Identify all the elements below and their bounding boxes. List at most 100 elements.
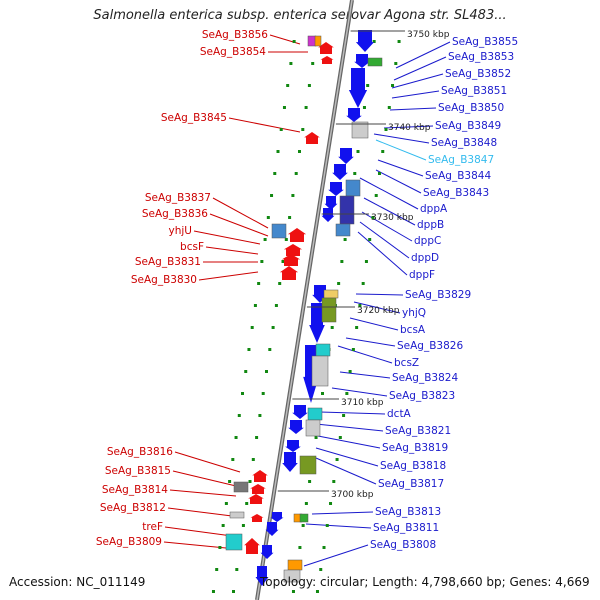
gene-label-right[interactable]: bcsZ <box>394 357 419 369</box>
gene-arrow-forward[interactable] <box>265 522 279 536</box>
gene-label-left[interactable]: bcsF <box>180 241 204 253</box>
tick-label: 3750 kbp <box>407 30 450 40</box>
gene-arrow-forward[interactable] <box>355 30 375 52</box>
gene-arrow-forward[interactable] <box>321 208 335 222</box>
gene-label-left[interactable]: SeAg_B3837 <box>145 192 211 204</box>
gene-arrow-reverse[interactable] <box>244 538 260 554</box>
gene-box-green[interactable] <box>299 513 309 523</box>
gene-arrow-reverse[interactable] <box>281 254 301 266</box>
gene-label-right[interactable]: SeAg_B3819 <box>382 442 448 454</box>
gene-arrow-reverse[interactable] <box>320 56 334 64</box>
gene-label-right[interactable]: SeAg_B3821 <box>385 425 451 437</box>
gene-box-orange[interactable] <box>314 35 322 47</box>
gene-arrow-forward[interactable] <box>324 196 338 210</box>
gene-label-left[interactable]: SeAg_B3815 <box>105 465 171 477</box>
gene-arrow-forward[interactable] <box>332 164 348 180</box>
gene-arrow-reverse[interactable] <box>318 42 334 54</box>
gene-box-grey[interactable] <box>229 511 245 519</box>
organism-title: Salmonella enterica subsp. enterica sero… <box>93 8 507 23</box>
gene-arrow-forward[interactable] <box>292 405 308 419</box>
gene-arrow-reverse[interactable] <box>287 228 307 242</box>
gene-arrow-forward[interactable] <box>282 452 298 472</box>
gene-arrow-forward[interactable] <box>338 148 354 164</box>
gene-arrow-reverse[interactable] <box>279 266 299 280</box>
gene-label-right[interactable]: SeAg_B3826 <box>397 340 463 352</box>
gene-label-right[interactable]: SeAg_B3844 <box>425 170 491 182</box>
gene-arrow-forward[interactable] <box>270 512 284 522</box>
gene-label-right[interactable]: dppB <box>417 219 444 231</box>
gene-label-right[interactable]: SeAg_B3843 <box>423 187 489 199</box>
gene-label-right[interactable]: SeAg_B3829 <box>405 289 471 301</box>
gene-arrow-forward[interactable] <box>260 545 274 559</box>
gene-label-left[interactable]: yhjU <box>169 225 192 237</box>
gene-box-grey[interactable] <box>351 121 369 139</box>
gene-label-left[interactable]: SeAg_B3830 <box>131 274 197 286</box>
gene-arrow-forward[interactable] <box>346 108 362 122</box>
gene-box-steelblue[interactable] <box>335 223 351 237</box>
gene-box-navy[interactable] <box>339 195 355 225</box>
gene-label-right[interactable]: SeAg_B3850 <box>438 102 504 114</box>
gene-label-left[interactable]: treF <box>142 521 163 533</box>
gene-arrow-reverse[interactable] <box>248 494 264 504</box>
gene-box-steelblue[interactable] <box>271 223 287 239</box>
gene-label-right-highlighted[interactable]: SeAg_B3847 <box>428 154 494 166</box>
gene-arrow-reverse[interactable] <box>252 470 268 482</box>
gene-label-left[interactable]: SeAg_B3814 <box>102 484 168 496</box>
gene-arrow-reverse[interactable] <box>250 484 266 494</box>
gene-box-green[interactable] <box>367 57 383 67</box>
gene-label-left[interactable]: SeAg_B3812 <box>100 502 166 514</box>
gene-arrow-forward[interactable] <box>285 440 301 452</box>
gene-arrow-forward[interactable] <box>354 54 370 68</box>
gene-box-yellow[interactable] <box>323 289 339 299</box>
gene-label-right[interactable]: dppA <box>420 203 448 215</box>
gene-label-right[interactable]: SeAg_B3813 <box>375 506 441 518</box>
gene-label-right[interactable]: yhjQ <box>402 307 426 319</box>
gene-label-left[interactable]: SeAg_B3856 <box>202 29 268 41</box>
gene-label-right[interactable]: SeAg_B3848 <box>431 137 497 149</box>
gene-box-darkgrey[interactable] <box>233 481 249 493</box>
gene-box-grey[interactable] <box>283 569 301 583</box>
gene-box-cyan[interactable] <box>315 343 331 357</box>
gene-box-cyan[interactable] <box>307 407 323 421</box>
gene-box-orange[interactable] <box>287 559 303 571</box>
gene-label-left[interactable]: SeAg_B3809 <box>96 536 162 548</box>
gene-box-olive[interactable] <box>321 297 337 323</box>
gene-label-right[interactable]: bcsA <box>400 324 426 336</box>
gene-label-right[interactable]: SeAg_B3823 <box>389 390 455 402</box>
gene-label-right[interactable]: SeAg_B3808 <box>370 539 436 551</box>
gene-label-left[interactable]: SeAg_B3854 <box>200 46 266 58</box>
gene-arrow-reverse[interactable] <box>250 514 264 522</box>
gene-label-left[interactable]: SeAg_B3831 <box>135 256 201 268</box>
gene-label-right[interactable]: dppF <box>409 269 435 281</box>
gene-label-right[interactable]: SeAg_B3811 <box>373 522 439 534</box>
gene-label-right[interactable]: dppD <box>411 252 439 264</box>
gene-box-grey[interactable] <box>305 419 321 437</box>
gene-arrow-reverse[interactable] <box>283 244 303 256</box>
accession-label: Accession: NC_011149 <box>9 575 146 589</box>
gene-arrow-forward[interactable] <box>348 68 368 108</box>
gene-label-right[interactable]: dctA <box>387 408 412 420</box>
gene-arrow-forward[interactable] <box>255 566 269 586</box>
gene-box-grey[interactable] <box>311 355 329 387</box>
gene-label-left[interactable]: SeAg_B3816 <box>107 446 173 458</box>
gene-arrow-forward[interactable] <box>309 303 325 343</box>
gene-arrow-forward[interactable] <box>288 420 304 434</box>
gene-label-left[interactable]: SeAg_B3845 <box>161 112 227 124</box>
gene-label-right[interactable]: SeAg_B3849 <box>435 120 501 132</box>
gene-label-right[interactable]: SeAg_B3852 <box>445 68 511 80</box>
gene-label-right[interactable]: SeAg_B3853 <box>448 51 514 63</box>
gene-label-right[interactable]: SeAg_B3817 <box>378 478 444 490</box>
gene-label-right[interactable]: SeAg_B3818 <box>380 460 446 472</box>
gene-box-olive[interactable] <box>299 455 317 475</box>
gene-label-right[interactable]: SeAg_B3824 <box>392 372 458 384</box>
gene-label-right[interactable]: SeAg_B3851 <box>441 85 507 97</box>
gene-label-left[interactable]: SeAg_B3836 <box>142 208 208 220</box>
tick-label: 3730 kbp <box>371 213 414 223</box>
gene-box-steelblue[interactable] <box>345 179 361 197</box>
gene-arrow-reverse[interactable] <box>304 132 320 144</box>
gene-arrow-forward[interactable] <box>328 182 344 196</box>
gene-box-cyan[interactable] <box>225 533 243 551</box>
gene-label-right[interactable]: dppC <box>414 235 441 247</box>
gene-label-right[interactable]: SeAg_B3855 <box>452 36 518 48</box>
